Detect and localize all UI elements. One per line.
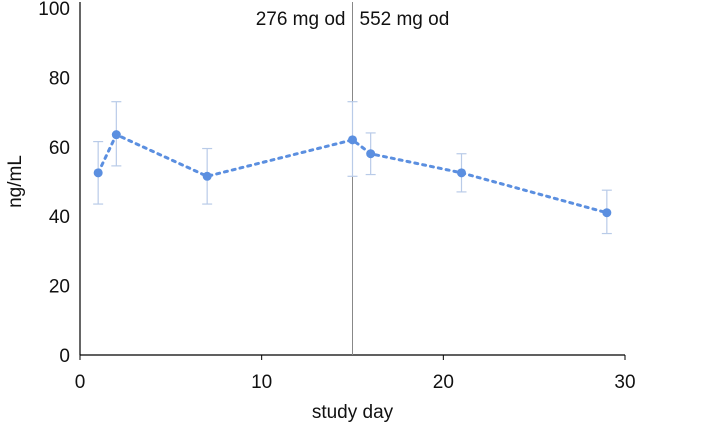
y-axis-label: ng/mL [5,155,26,208]
x-axis-label: study day [312,402,394,423]
x-tick-label: 30 [614,372,635,393]
x-tick-label: 20 [433,372,454,393]
annotation-high-dose: 552 mg od [360,9,450,30]
data-point [366,149,376,159]
annotation-low-dose: 276 mg od [256,9,346,30]
data-point [202,171,212,181]
data-point [111,130,121,140]
y-tick-label: 80 [49,68,70,89]
data-point [602,208,612,218]
x-tick-label: 0 [75,372,86,393]
y-tick-label: 60 [49,138,70,159]
data-point [348,135,357,145]
y-tick-label: 40 [49,207,70,228]
y-tick-label: 100 [38,0,70,20]
x-tick-label: 10 [251,372,272,393]
y-tick-label: 20 [49,277,70,298]
data-point [457,168,466,178]
y-tick-label: 0 [59,346,70,367]
y-tick-labels: 0 20 40 60 80 100 [38,0,70,367]
x-tick-labels: 0 10 20 30 [75,355,636,393]
data-point [93,168,103,178]
data-points [93,130,612,218]
